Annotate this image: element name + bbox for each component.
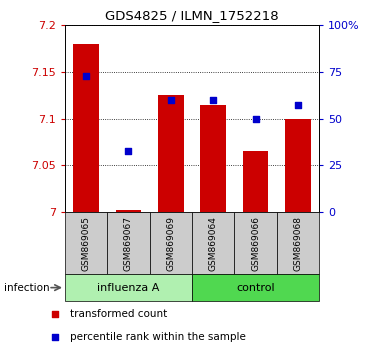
Point bbox=[269, 20, 275, 25]
Bar bbox=[277, 212, 319, 274]
Text: influenza A: influenza A bbox=[97, 282, 160, 293]
Bar bbox=[65, 274, 192, 301]
Text: transformed count: transformed count bbox=[70, 309, 167, 319]
Text: GSM869068: GSM869068 bbox=[293, 216, 302, 271]
Point bbox=[83, 74, 89, 79]
Bar bbox=[150, 212, 192, 274]
Point bbox=[253, 116, 259, 121]
Text: GSM869066: GSM869066 bbox=[251, 216, 260, 271]
Text: GSM869065: GSM869065 bbox=[82, 216, 91, 271]
Bar bbox=[285, 119, 311, 212]
Text: GSM869069: GSM869069 bbox=[166, 216, 175, 271]
Bar bbox=[107, 212, 150, 274]
Point bbox=[210, 97, 216, 103]
Bar bbox=[200, 104, 226, 212]
Point bbox=[269, 229, 275, 235]
Bar bbox=[158, 95, 184, 212]
Bar bbox=[192, 274, 319, 301]
Bar bbox=[243, 152, 268, 212]
Bar bbox=[116, 210, 141, 212]
Text: infection: infection bbox=[4, 282, 49, 293]
Text: GSM869064: GSM869064 bbox=[209, 216, 218, 271]
Bar bbox=[65, 212, 107, 274]
Point bbox=[125, 149, 131, 154]
Bar bbox=[73, 44, 99, 212]
Bar bbox=[234, 212, 277, 274]
Point bbox=[168, 97, 174, 103]
Title: GDS4825 / ILMN_1752218: GDS4825 / ILMN_1752218 bbox=[105, 9, 279, 22]
Text: control: control bbox=[236, 282, 275, 293]
Bar bbox=[192, 212, 234, 274]
Point bbox=[295, 103, 301, 108]
Text: GSM869067: GSM869067 bbox=[124, 216, 133, 271]
Text: percentile rank within the sample: percentile rank within the sample bbox=[70, 332, 246, 342]
